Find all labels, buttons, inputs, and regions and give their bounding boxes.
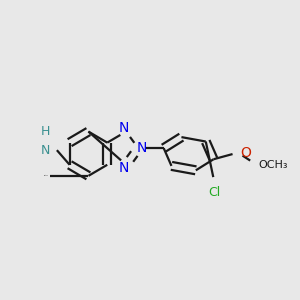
Text: O: O xyxy=(241,146,251,160)
Text: methyl: methyl xyxy=(44,175,49,176)
Text: N: N xyxy=(41,144,50,158)
Text: H: H xyxy=(41,125,50,138)
Text: OCH₃: OCH₃ xyxy=(259,160,288,170)
Text: N: N xyxy=(136,141,146,155)
Text: N: N xyxy=(119,161,130,175)
Text: Cl: Cl xyxy=(208,186,221,199)
Text: N: N xyxy=(119,121,130,135)
